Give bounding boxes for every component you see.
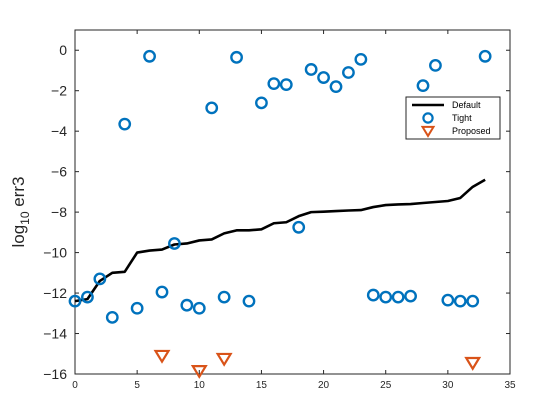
point-tight — [118, 117, 132, 131]
y-tick-label: −10 — [43, 245, 67, 261]
point-tight — [255, 96, 268, 110]
point-tight — [130, 301, 144, 315]
point-tight — [93, 272, 107, 286]
point-tight — [205, 101, 219, 115]
point-tight — [329, 80, 343, 94]
x-tick-label: 10 — [194, 380, 206, 391]
point-tight — [354, 52, 368, 66]
point-tight — [217, 290, 231, 304]
series-layer — [68, 49, 492, 379]
point-tight — [416, 79, 430, 93]
point-tight — [429, 59, 442, 72]
x-tick-label: 15 — [256, 380, 268, 391]
point-tight — [230, 50, 243, 64]
point-tight — [105, 310, 119, 324]
x-tick-label: 35 — [504, 380, 516, 391]
point-tight — [453, 294, 467, 308]
legend: Default Tight Proposed — [405, 96, 501, 140]
point-tight — [242, 294, 256, 308]
y-tick-label: −8 — [51, 204, 67, 220]
point-tight — [391, 290, 405, 304]
x-tick-label: 0 — [72, 380, 78, 391]
point-tight — [342, 66, 355, 79]
legend-label-proposed: Proposed — [452, 126, 491, 136]
point-tight — [317, 71, 330, 84]
y-tick-label: −16 — [43, 366, 67, 382]
point-tight — [304, 63, 318, 76]
point-tight — [81, 290, 94, 304]
point-tight — [267, 77, 281, 91]
legend-swatch-proposed — [420, 125, 436, 138]
point-tight — [379, 290, 393, 304]
series-line-default — [74, 178, 486, 303]
point-tight — [180, 298, 194, 312]
point-tight — [366, 288, 380, 302]
point-tight — [441, 293, 455, 307]
point-tight — [478, 49, 492, 63]
y-tick-label: −4 — [51, 123, 67, 139]
legend-label-tight: Tight — [452, 113, 472, 123]
point-tight — [168, 237, 181, 250]
point-proposed — [464, 356, 482, 371]
y-tick-label: −6 — [51, 164, 67, 180]
y-tick-label: −2 — [51, 83, 67, 99]
y-axis-label-sub: 10 — [18, 211, 32, 225]
point-proposed — [215, 352, 233, 367]
x-tick-label: 20 — [318, 380, 330, 391]
point-tight — [68, 294, 82, 308]
point-tight — [404, 289, 417, 303]
legend-swatch-tight — [422, 112, 434, 124]
x-tick-label: 25 — [380, 380, 392, 391]
point-tight — [192, 301, 206, 315]
point-proposed — [153, 349, 171, 364]
y-tick-label: −12 — [43, 285, 67, 301]
point-tight — [143, 49, 156, 63]
y-axis-label-main: log — [9, 225, 28, 248]
point-tight — [466, 294, 480, 308]
x-tick-label: 30 — [442, 380, 454, 391]
point-tight — [279, 78, 293, 92]
y-axis-label-tail: err3 — [9, 176, 28, 211]
point-tight — [292, 220, 306, 234]
y-axis-label: log10 err3 — [9, 176, 32, 247]
y-tick-label: 0 — [59, 42, 67, 58]
legend-label-default: Default — [452, 100, 481, 110]
ticks-layer: 0 5 10 15 20 25 30 35 −16 −14 −12 −10 −8 −6 −4 −2 0 — [43, 30, 516, 391]
x-tick-label: 5 — [134, 380, 140, 391]
point-tight — [155, 285, 169, 299]
point-proposed — [190, 364, 208, 379]
y-tick-label: −14 — [43, 326, 67, 342]
